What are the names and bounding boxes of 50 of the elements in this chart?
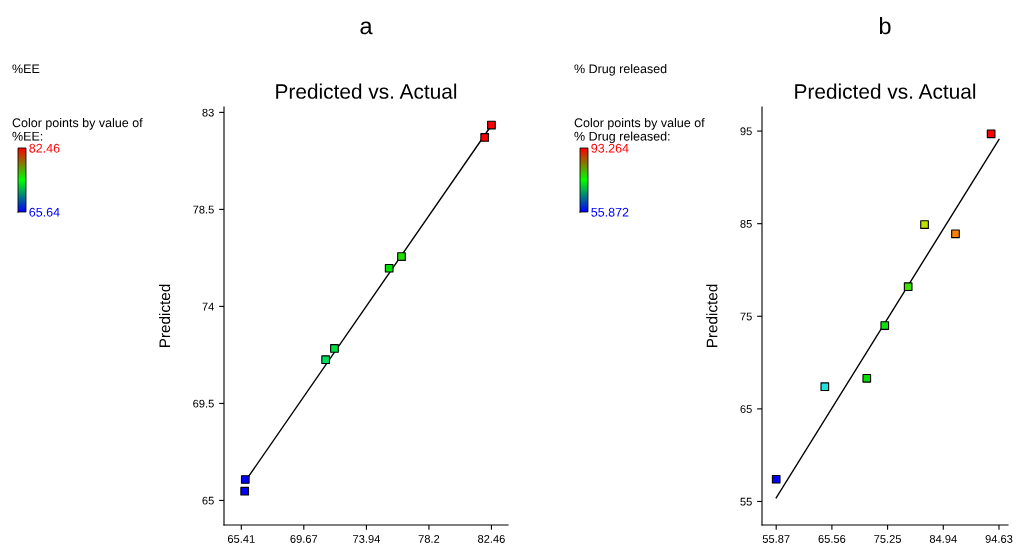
point — [820, 382, 830, 392]
color-bar-label: 82.46 — [29, 143, 60, 153]
text: Color points by value of % Drug released: — [574, 118, 705, 144]
point — [951, 229, 960, 239]
y-tick-label: 78.5 — [193, 205, 214, 214]
y-tick-label: 74 — [202, 302, 214, 311]
text: Color points by value of %EE: — [12, 118, 143, 141]
point — [397, 252, 406, 261]
y-tick-label: 55 — [740, 497, 752, 506]
point — [330, 344, 339, 353]
text: % Drug released — [574, 64, 667, 76]
color-bar-label: 65.64 — [29, 207, 60, 217]
y-tick-label: 69.5 — [193, 399, 214, 408]
x-tick-label: 65.56 — [818, 535, 846, 543]
point — [240, 475, 250, 484]
y-tick-label: 75 — [740, 312, 752, 321]
y-axis-title: Predicted — [706, 284, 718, 348]
x-tick-label: 65.41 — [227, 535, 255, 543]
point — [771, 474, 781, 484]
chart-title: a — [360, 21, 373, 35]
x-tick-label: 84.94 — [929, 535, 957, 543]
x-tick-label: 55.87 — [762, 535, 790, 543]
chart-title: b — [879, 17, 891, 35]
chart-subtitle: Predicted vs. Actual — [795, 83, 976, 99]
color-bar-label: 55.872 — [591, 207, 629, 217]
y-tick-label: 65 — [202, 496, 214, 505]
point — [321, 355, 331, 365]
chart-subtitle: Predicted vs. Actual — [276, 83, 457, 99]
point — [903, 282, 913, 292]
y-tick-label: 65 — [740, 405, 752, 414]
y-axis-title: Predicted — [158, 284, 171, 348]
y-tick-label: 95 — [740, 127, 752, 136]
x-tick-label: 94.63 — [985, 535, 1013, 543]
y-tick-label: 85 — [740, 219, 752, 228]
x-tick-label: 69.67 — [290, 535, 318, 543]
point — [480, 133, 490, 142]
point — [920, 220, 929, 229]
x-tick-label: 73.94 — [353, 535, 381, 543]
point — [240, 486, 250, 496]
point — [487, 120, 496, 130]
point — [986, 129, 996, 139]
point — [862, 373, 872, 383]
point — [880, 321, 890, 330]
color-bar-label: 93.264 — [591, 143, 629, 153]
x-tick-label: 78.2 — [418, 535, 440, 543]
y-tick-label: 83 — [202, 108, 214, 117]
x-tick-label: 82.46 — [478, 535, 505, 543]
point — [384, 263, 394, 273]
x-tick-label: 75.25 — [874, 535, 902, 543]
text: %EE — [12, 64, 40, 74]
